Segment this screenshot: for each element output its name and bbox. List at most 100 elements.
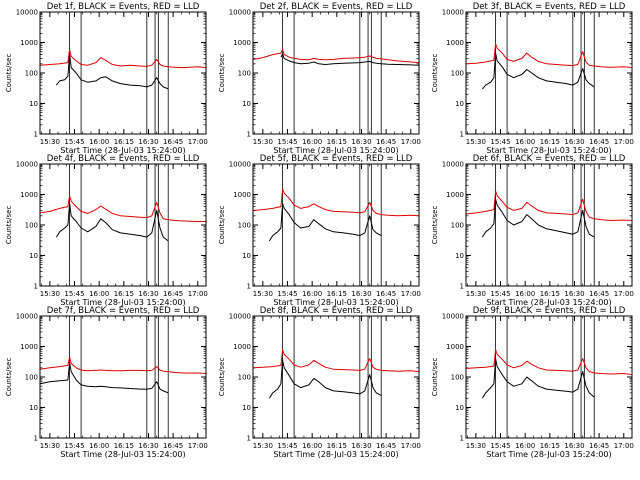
y-axis-label: Counts/sec — [5, 358, 13, 397]
x-tick-label: 15:45 — [64, 442, 84, 450]
y-tick-label: 10 — [29, 100, 38, 108]
chart-title: Det 6f, BLACK = Events, RED = LLD — [473, 154, 626, 164]
plot-frame — [465, 163, 633, 287]
x-tick-label: 16:30 — [564, 290, 584, 298]
x-tick-label: 15:30 — [40, 290, 60, 298]
y-tick-label: 1000 — [446, 343, 464, 351]
events-series-line — [268, 203, 382, 242]
y-tick-label: 10 — [29, 404, 38, 412]
x-tick-label: 16:30 — [351, 290, 371, 298]
y-tick-label: 100 — [238, 374, 251, 382]
y-tick-label: 1000 — [233, 39, 251, 47]
lld-series-line — [465, 43, 633, 69]
chart-panel: Det 3f, BLACK = Events, RED = LLD Counts/… — [431, 2, 634, 155]
lld-series-line — [252, 349, 420, 373]
panel-grid: Det 1f, BLACK = Events, RED = LLD Counts/… — [5, 2, 634, 459]
x-tick-label: 17:00 — [401, 138, 421, 146]
chart-title: Det 8f, BLACK = Events, RED = LLD — [260, 306, 413, 316]
x-axis-label: Start Time (28-Jul-03 15:24:00) — [486, 450, 611, 459]
x-tick-label: 16:00 — [89, 442, 109, 450]
x-tick-label: 16:15 — [540, 442, 560, 450]
x-tick-label: 15:45 — [490, 442, 510, 450]
chart-title: Det 9f, BLACK = Events, RED = LLD — [473, 306, 626, 316]
y-tick-label: 10000 — [16, 313, 38, 321]
x-tick-label: 15:30 — [466, 442, 486, 450]
y-tick-label: 10 — [242, 100, 251, 108]
y-axis-label: Counts/sec — [218, 54, 226, 93]
x-axis-label: Start Time (28-Jul-03 15:24:00) — [273, 450, 398, 459]
chart-panel: Det 2f, BLACK = Events, RED = LLD Counts/… — [218, 2, 421, 155]
x-tick-label: 15:30 — [253, 290, 273, 298]
x-tick-label: 17:00 — [614, 138, 634, 146]
x-axis-label: Start Time (28-Jul-03 15:24:00) — [60, 298, 185, 307]
y-tick-label: 1000 — [20, 39, 38, 47]
x-tick-label: 15:45 — [64, 290, 84, 298]
x-tick-label: 17:00 — [401, 442, 421, 450]
y-axis-label: Counts/sec — [218, 206, 226, 245]
plot-frame — [252, 11, 420, 135]
y-axis-label: Counts/sec — [431, 206, 439, 245]
events-series-line — [56, 54, 169, 90]
x-tick-label: 15:45 — [277, 138, 297, 146]
x-axis-label: Start Time (28-Jul-03 15:24:00) — [486, 298, 611, 307]
events-series-line — [481, 358, 595, 399]
x-tick-label: 15:45 — [277, 442, 297, 450]
y-tick-label: 1 — [460, 131, 464, 139]
lld-series-line — [39, 195, 206, 222]
chart-panel: Det 9f, BLACK = Events, RED = LLD Counts/… — [431, 306, 634, 459]
y-tick-label: 10000 — [229, 9, 251, 17]
x-tick-label: 16:30 — [138, 138, 158, 146]
x-tick-label: 16:00 — [89, 290, 109, 298]
lld-series-line — [465, 349, 633, 376]
y-tick-label: 1 — [34, 283, 38, 291]
y-tick-label: 100 — [451, 70, 464, 78]
x-tick-label: 16:30 — [351, 442, 371, 450]
x-tick-label: 16:30 — [351, 138, 371, 146]
y-axis-label: Counts/sec — [5, 54, 13, 93]
y-tick-label: 100 — [25, 374, 38, 382]
x-axis-label: Start Time (28-Jul-03 15:24:00) — [60, 450, 185, 459]
x-axis-label: Start Time (28-Jul-03 15:24:00) — [60, 146, 185, 155]
lld-series-line — [39, 48, 207, 69]
x-tick-label: 15:45 — [277, 290, 297, 298]
y-tick-label: 1000 — [20, 343, 38, 351]
chart-title: Det 2f, BLACK = Events, RED = LLD — [260, 2, 413, 12]
x-tick-label: 16:45 — [376, 138, 396, 146]
events-series-line — [481, 198, 595, 238]
x-tick-label: 15:45 — [490, 290, 510, 298]
y-tick-label: 1 — [34, 435, 38, 443]
x-tick-label: 16:45 — [163, 290, 183, 298]
x-tick-label: 16:45 — [589, 138, 609, 146]
x-tick-label: 16:30 — [564, 442, 584, 450]
y-axis-label: Counts/sec — [431, 54, 439, 93]
plot-frame — [39, 163, 207, 287]
y-tick-label: 100 — [238, 70, 251, 78]
y-tick-label: 1 — [34, 131, 38, 139]
x-tick-label: 16:45 — [589, 442, 609, 450]
y-tick-label: 1000 — [446, 39, 464, 47]
x-tick-label: 15:30 — [253, 442, 273, 450]
x-tick-label: 17:00 — [188, 442, 208, 450]
chart-panel: Det 6f, BLACK = Events, RED = LLD Counts/… — [431, 154, 634, 307]
x-tick-label: 16:15 — [327, 442, 347, 450]
y-tick-label: 10000 — [442, 313, 464, 321]
y-tick-label: 10000 — [229, 161, 251, 169]
chart-title: Det 1f, BLACK = Events, RED = LLD — [47, 2, 200, 12]
x-tick-label: 16:30 — [564, 138, 584, 146]
x-tick-label: 16:15 — [540, 290, 560, 298]
y-tick-label: 10 — [455, 252, 464, 260]
y-tick-label: 100 — [238, 222, 251, 230]
events-series-line — [482, 52, 595, 90]
plot-frame — [252, 315, 420, 439]
y-tick-label: 10000 — [229, 313, 251, 321]
y-tick-label: 1000 — [20, 191, 38, 199]
x-tick-label: 17:00 — [614, 290, 634, 298]
y-tick-label: 10 — [29, 252, 38, 260]
x-tick-label: 15:30 — [466, 290, 486, 298]
y-tick-label: 10000 — [442, 9, 464, 17]
y-tick-label: 100 — [25, 70, 38, 78]
plot-frame — [465, 11, 633, 135]
chart-title: Det 5f, BLACK = Events, RED = LLD — [260, 154, 413, 164]
